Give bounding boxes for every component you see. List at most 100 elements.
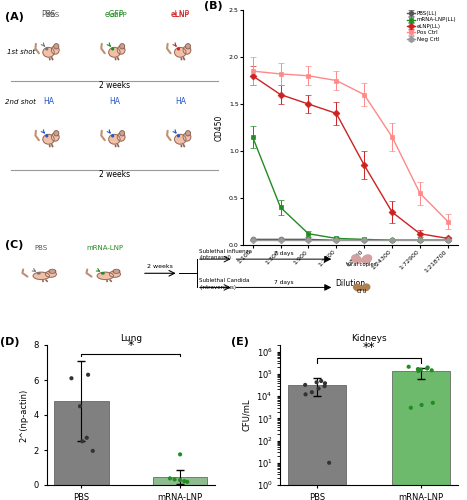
Bar — [392, 372, 450, 500]
Ellipse shape — [352, 255, 361, 264]
Point — [83, 434, 91, 442]
Y-axis label: CFU/mL: CFU/mL — [242, 399, 251, 431]
Text: 2 weeks: 2 weeks — [147, 264, 173, 269]
Point — [417, 366, 425, 374]
Circle shape — [177, 48, 179, 50]
Point — [318, 377, 325, 385]
Text: HA: HA — [43, 97, 54, 106]
Ellipse shape — [175, 48, 186, 57]
Circle shape — [120, 131, 124, 136]
Circle shape — [113, 270, 120, 273]
Circle shape — [37, 272, 40, 274]
Text: (E): (E) — [231, 336, 248, 346]
Text: eGFP: eGFP — [105, 10, 124, 19]
Circle shape — [120, 44, 124, 48]
Title: Lung: Lung — [120, 334, 142, 343]
Text: (A): (A) — [5, 12, 23, 22]
Text: 2nd shot: 2nd shot — [5, 100, 36, 105]
Text: (intravenous): (intravenous) — [199, 285, 236, 290]
Text: eLNP: eLNP — [171, 12, 189, 18]
Circle shape — [117, 46, 125, 54]
Text: **: ** — [363, 341, 375, 354]
Ellipse shape — [109, 134, 120, 144]
Ellipse shape — [33, 272, 50, 280]
Y-axis label: OD450: OD450 — [214, 114, 223, 140]
Point — [177, 450, 184, 458]
Point — [315, 384, 322, 392]
Circle shape — [121, 132, 124, 134]
X-axis label: Dilution: Dilution — [335, 279, 365, 288]
Point — [166, 474, 174, 482]
Ellipse shape — [362, 284, 370, 290]
Circle shape — [187, 45, 190, 48]
Point — [184, 478, 191, 486]
Bar — [153, 477, 207, 485]
Text: PBS: PBS — [42, 10, 56, 19]
Circle shape — [186, 131, 190, 136]
Text: (intranasal): (intranasal) — [199, 255, 231, 260]
Text: Sublethal Candida: Sublethal Candida — [199, 278, 250, 283]
Circle shape — [51, 133, 59, 141]
Circle shape — [55, 132, 58, 134]
Circle shape — [186, 44, 190, 48]
Point — [177, 476, 184, 484]
Point — [313, 378, 320, 386]
Y-axis label: 2^(np-actin): 2^(np-actin) — [19, 388, 28, 442]
Text: PBS: PBS — [35, 245, 48, 251]
Bar — [288, 385, 346, 500]
Circle shape — [114, 270, 119, 272]
Title: Kidneys: Kidneys — [351, 334, 387, 343]
Circle shape — [50, 270, 54, 272]
Circle shape — [45, 271, 57, 278]
Text: (D): (D) — [0, 336, 19, 346]
Circle shape — [46, 48, 48, 50]
Circle shape — [117, 133, 125, 141]
Circle shape — [49, 270, 56, 273]
Point — [414, 365, 422, 373]
Point — [429, 399, 437, 407]
Text: HA: HA — [109, 97, 120, 106]
Circle shape — [177, 135, 179, 137]
Point — [424, 364, 431, 372]
Text: 2 weeks: 2 weeks — [99, 80, 130, 90]
Ellipse shape — [43, 134, 54, 144]
Legend: PBS(LL), mRNA-LNP(LL), eLNP(LL), Pos Ctrl, Neg Crtl: PBS(LL), mRNA-LNP(LL), eLNP(LL), Pos Ctr… — [407, 11, 457, 42]
Text: CFU: CFU — [356, 289, 367, 294]
Bar — [54, 401, 108, 485]
Circle shape — [183, 133, 191, 141]
Circle shape — [121, 45, 124, 48]
Text: 7 days: 7 days — [274, 252, 294, 256]
Point — [171, 476, 178, 484]
Circle shape — [109, 271, 120, 278]
Point — [405, 362, 412, 370]
Point — [321, 382, 328, 390]
Ellipse shape — [362, 255, 372, 264]
Ellipse shape — [354, 284, 361, 290]
Point — [428, 366, 435, 374]
Ellipse shape — [43, 48, 54, 57]
Ellipse shape — [109, 48, 120, 57]
Ellipse shape — [175, 134, 186, 144]
Ellipse shape — [97, 272, 113, 280]
Circle shape — [55, 45, 58, 48]
Point — [325, 459, 333, 467]
Text: Sublethal influenza: Sublethal influenza — [199, 248, 252, 254]
Point — [418, 401, 425, 409]
Text: 1st shot: 1st shot — [7, 50, 35, 56]
Circle shape — [54, 44, 58, 48]
Text: 7 days: 7 days — [274, 280, 294, 284]
Point — [407, 404, 415, 411]
Point — [308, 388, 316, 396]
Circle shape — [51, 46, 59, 54]
Text: eGFP: eGFP — [110, 12, 127, 18]
Text: eLNP: eLNP — [170, 10, 190, 19]
Point — [68, 374, 75, 382]
Point — [181, 477, 188, 485]
Text: mRNA-LNP: mRNA-LNP — [87, 245, 124, 251]
Circle shape — [112, 48, 113, 50]
Point — [302, 381, 309, 389]
Circle shape — [102, 272, 104, 274]
Circle shape — [183, 46, 191, 54]
Circle shape — [46, 135, 48, 137]
Circle shape — [54, 131, 58, 136]
